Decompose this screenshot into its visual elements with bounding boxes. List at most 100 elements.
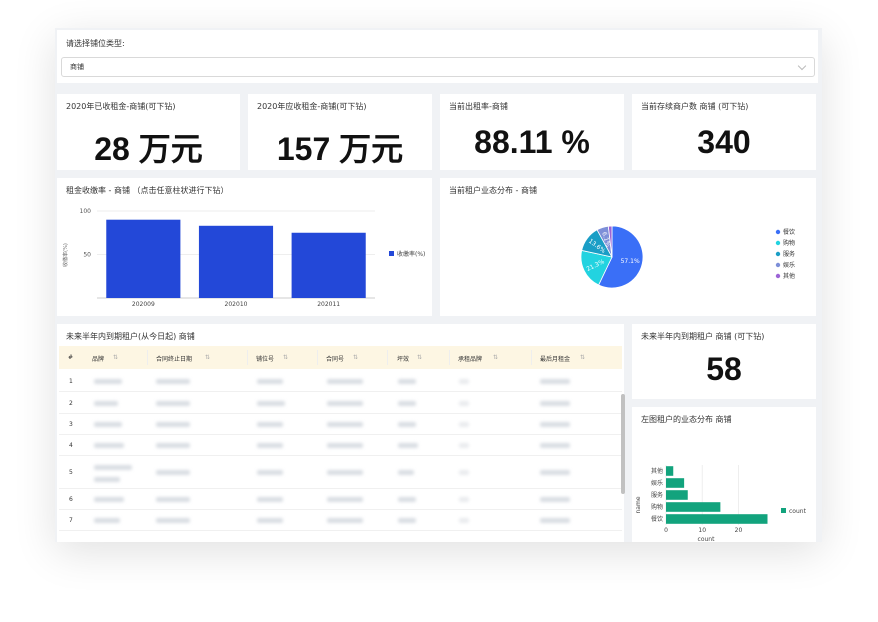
card-title: 未来半年内到期租户(从今日起) 商铺 — [66, 332, 195, 341]
table-row[interactable]: 6 — [59, 489, 622, 510]
redacted-cell — [156, 496, 190, 502]
redacted-cell — [540, 496, 570, 502]
redacted-cell — [459, 469, 469, 475]
bar-202011[interactable] — [291, 232, 366, 298]
redacted-cell — [94, 464, 132, 470]
redacted-cell — [398, 442, 418, 448]
redacted-cell — [257, 517, 283, 523]
column-header-contract-no[interactable]: 合同号 — [326, 356, 345, 363]
y-tick-label: 100 — [80, 208, 92, 215]
sort-icon[interactable]: ⇅ — [113, 354, 119, 361]
y-tick-label: 餐饮 — [651, 515, 663, 523]
kpi-card-receivable-rent[interactable]: 2020年应收租金-商铺(可下钻) 157 万元 — [248, 94, 432, 170]
table-row[interactable]: 5 — [59, 456, 622, 489]
table-row[interactable]: 7 — [59, 510, 622, 531]
x-tick-label: 20 — [735, 527, 743, 534]
redacted-cell — [459, 442, 469, 448]
bar-202009[interactable] — [106, 219, 181, 298]
table-scrollbar[interactable] — [621, 394, 625, 494]
redacted-cell — [459, 378, 469, 384]
legend-dot — [775, 229, 781, 235]
kpi-title: 当前出租率-商铺 — [449, 102, 508, 111]
redacted-cell — [398, 378, 416, 384]
bar-娱乐[interactable] — [666, 478, 685, 488]
bar-购物[interactable] — [666, 502, 721, 512]
dashboard: 请选择铺位类型: 商铺 2020年已收租金-商铺(可下钻) 28 万元 2020… — [55, 28, 822, 542]
redacted-cell — [156, 400, 190, 406]
redacted-cell — [398, 517, 416, 523]
legend-swatch — [781, 508, 786, 513]
pie-slice-餐饮[interactable] — [598, 225, 644, 289]
redacted-cell — [540, 378, 570, 384]
sort-icon[interactable]: ⇅ — [580, 354, 586, 361]
redacted-cell — [257, 442, 283, 448]
column-header-brand[interactable]: 品牌 — [92, 356, 105, 363]
table-row[interactable]: 4 — [59, 435, 622, 456]
pie-slice-其他[interactable] — [607, 225, 613, 258]
sort-icon[interactable]: ⇅ — [353, 354, 359, 361]
column-header-last-rent[interactable]: 最后月租金 — [540, 356, 571, 363]
kpi-card-tenant-count[interactable]: 当前存续商户数 商铺 (可下钻) 340 — [632, 94, 816, 170]
sort-icon[interactable]: ⇅ — [205, 354, 211, 361]
x-tick-label: 202010 — [225, 301, 248, 308]
redacted-cell — [398, 469, 414, 475]
redacted-cell — [94, 496, 124, 502]
table-row[interactable]: 2 — [59, 393, 622, 414]
bar-其他[interactable] — [666, 466, 674, 476]
legend-label: 服务 — [783, 250, 795, 258]
legend-label: 娱乐 — [783, 261, 795, 269]
x-tick-label: 202011 — [317, 301, 340, 308]
column-divider — [247, 350, 248, 365]
redacted-cell — [94, 421, 122, 427]
row-index: 2 — [69, 399, 73, 407]
redacted-cell — [327, 421, 363, 427]
legend-dot — [775, 251, 781, 257]
x-axis-label: count — [698, 536, 716, 542]
kpi-title: 当前存续商户数 商铺 (可下钻) — [641, 102, 749, 111]
legend-label: 收缴率(%) — [397, 250, 425, 258]
redacted-cell — [398, 496, 416, 502]
pie-slice-购物[interactable] — [580, 249, 613, 286]
redacted-cell — [94, 476, 120, 482]
kpi-card-expiring-tenants[interactable]: 未来半年内到期租户 商铺 (可下钻) 58 — [632, 324, 816, 399]
redacted-cell — [156, 469, 190, 475]
column-header-index: # — [68, 354, 74, 361]
y-axis-label: name — [635, 496, 642, 513]
y-tick-label: 50 — [83, 252, 91, 259]
redacted-cell — [257, 469, 283, 475]
sort-icon[interactable]: ⇅ — [417, 354, 423, 361]
kpi-card-collected-rent[interactable]: 2020年已收租金-商铺(可下钻) 28 万元 — [57, 94, 240, 170]
column-header-tenant-brand[interactable]: 承租品牌 — [458, 356, 483, 363]
redacted-cell — [156, 517, 190, 523]
x-tick-label: 0 — [664, 527, 668, 534]
redacted-cell — [257, 496, 283, 502]
filter-label: 请选择铺位类型: — [66, 39, 125, 48]
table-row[interactable]: 3 — [59, 414, 622, 435]
kpi-card-occupancy: 当前出租率-商铺 88.11 % — [440, 94, 624, 170]
kpi-title: 未来半年内到期租户 商铺 (可下钻) — [641, 332, 765, 341]
row-index: 3 — [69, 420, 73, 428]
sort-icon[interactable]: ⇅ — [283, 354, 289, 361]
bar-202010[interactable] — [198, 225, 274, 298]
legend-label: count — [789, 508, 807, 515]
table-row[interactable]: 1 — [59, 371, 622, 392]
redacted-cell — [540, 400, 570, 406]
sort-icon[interactable]: ⇅ — [493, 354, 499, 361]
card-title: 左图租户的业态分布 商铺 — [641, 415, 732, 424]
column-header-end-date[interactable]: 合同终止日期 — [156, 356, 193, 363]
rent-collection-chart: 100 50 收缴率(%) 202009 202010 202011 收缴率(%) — [62, 208, 425, 308]
column-header-unit-no[interactable]: 铺位号 — [256, 356, 275, 363]
y-tick-label: 购物 — [651, 503, 663, 511]
legend-label: 其他 — [783, 272, 795, 280]
tenant-mix-card: 当前租户业态分布 - 商铺 57.1% 21.3% 13.6% 6.1% 餐饮 购物 服务娱… — [440, 178, 816, 316]
redacted-cell — [540, 469, 570, 475]
column-divider — [317, 350, 318, 365]
tenant-category-card: 左图租户的业态分布 商铺 0 10 20 count name 其他 娱乐 服务 购物 餐饮 cou… — [632, 407, 816, 542]
redacted-cell — [156, 442, 190, 448]
bar-服务[interactable] — [666, 490, 688, 500]
bar-餐饮[interactable] — [666, 514, 768, 524]
store-type-select[interactable]: 商铺 — [61, 57, 815, 77]
table-header: # 品牌 ⇅ 合同终止日期 ⇅ 铺位号 ⇅ 合同号 ⇅ 坪效 ⇅ 承租品牌 ⇅ … — [59, 346, 622, 369]
column-header-efficiency[interactable]: 坪效 — [397, 356, 410, 363]
